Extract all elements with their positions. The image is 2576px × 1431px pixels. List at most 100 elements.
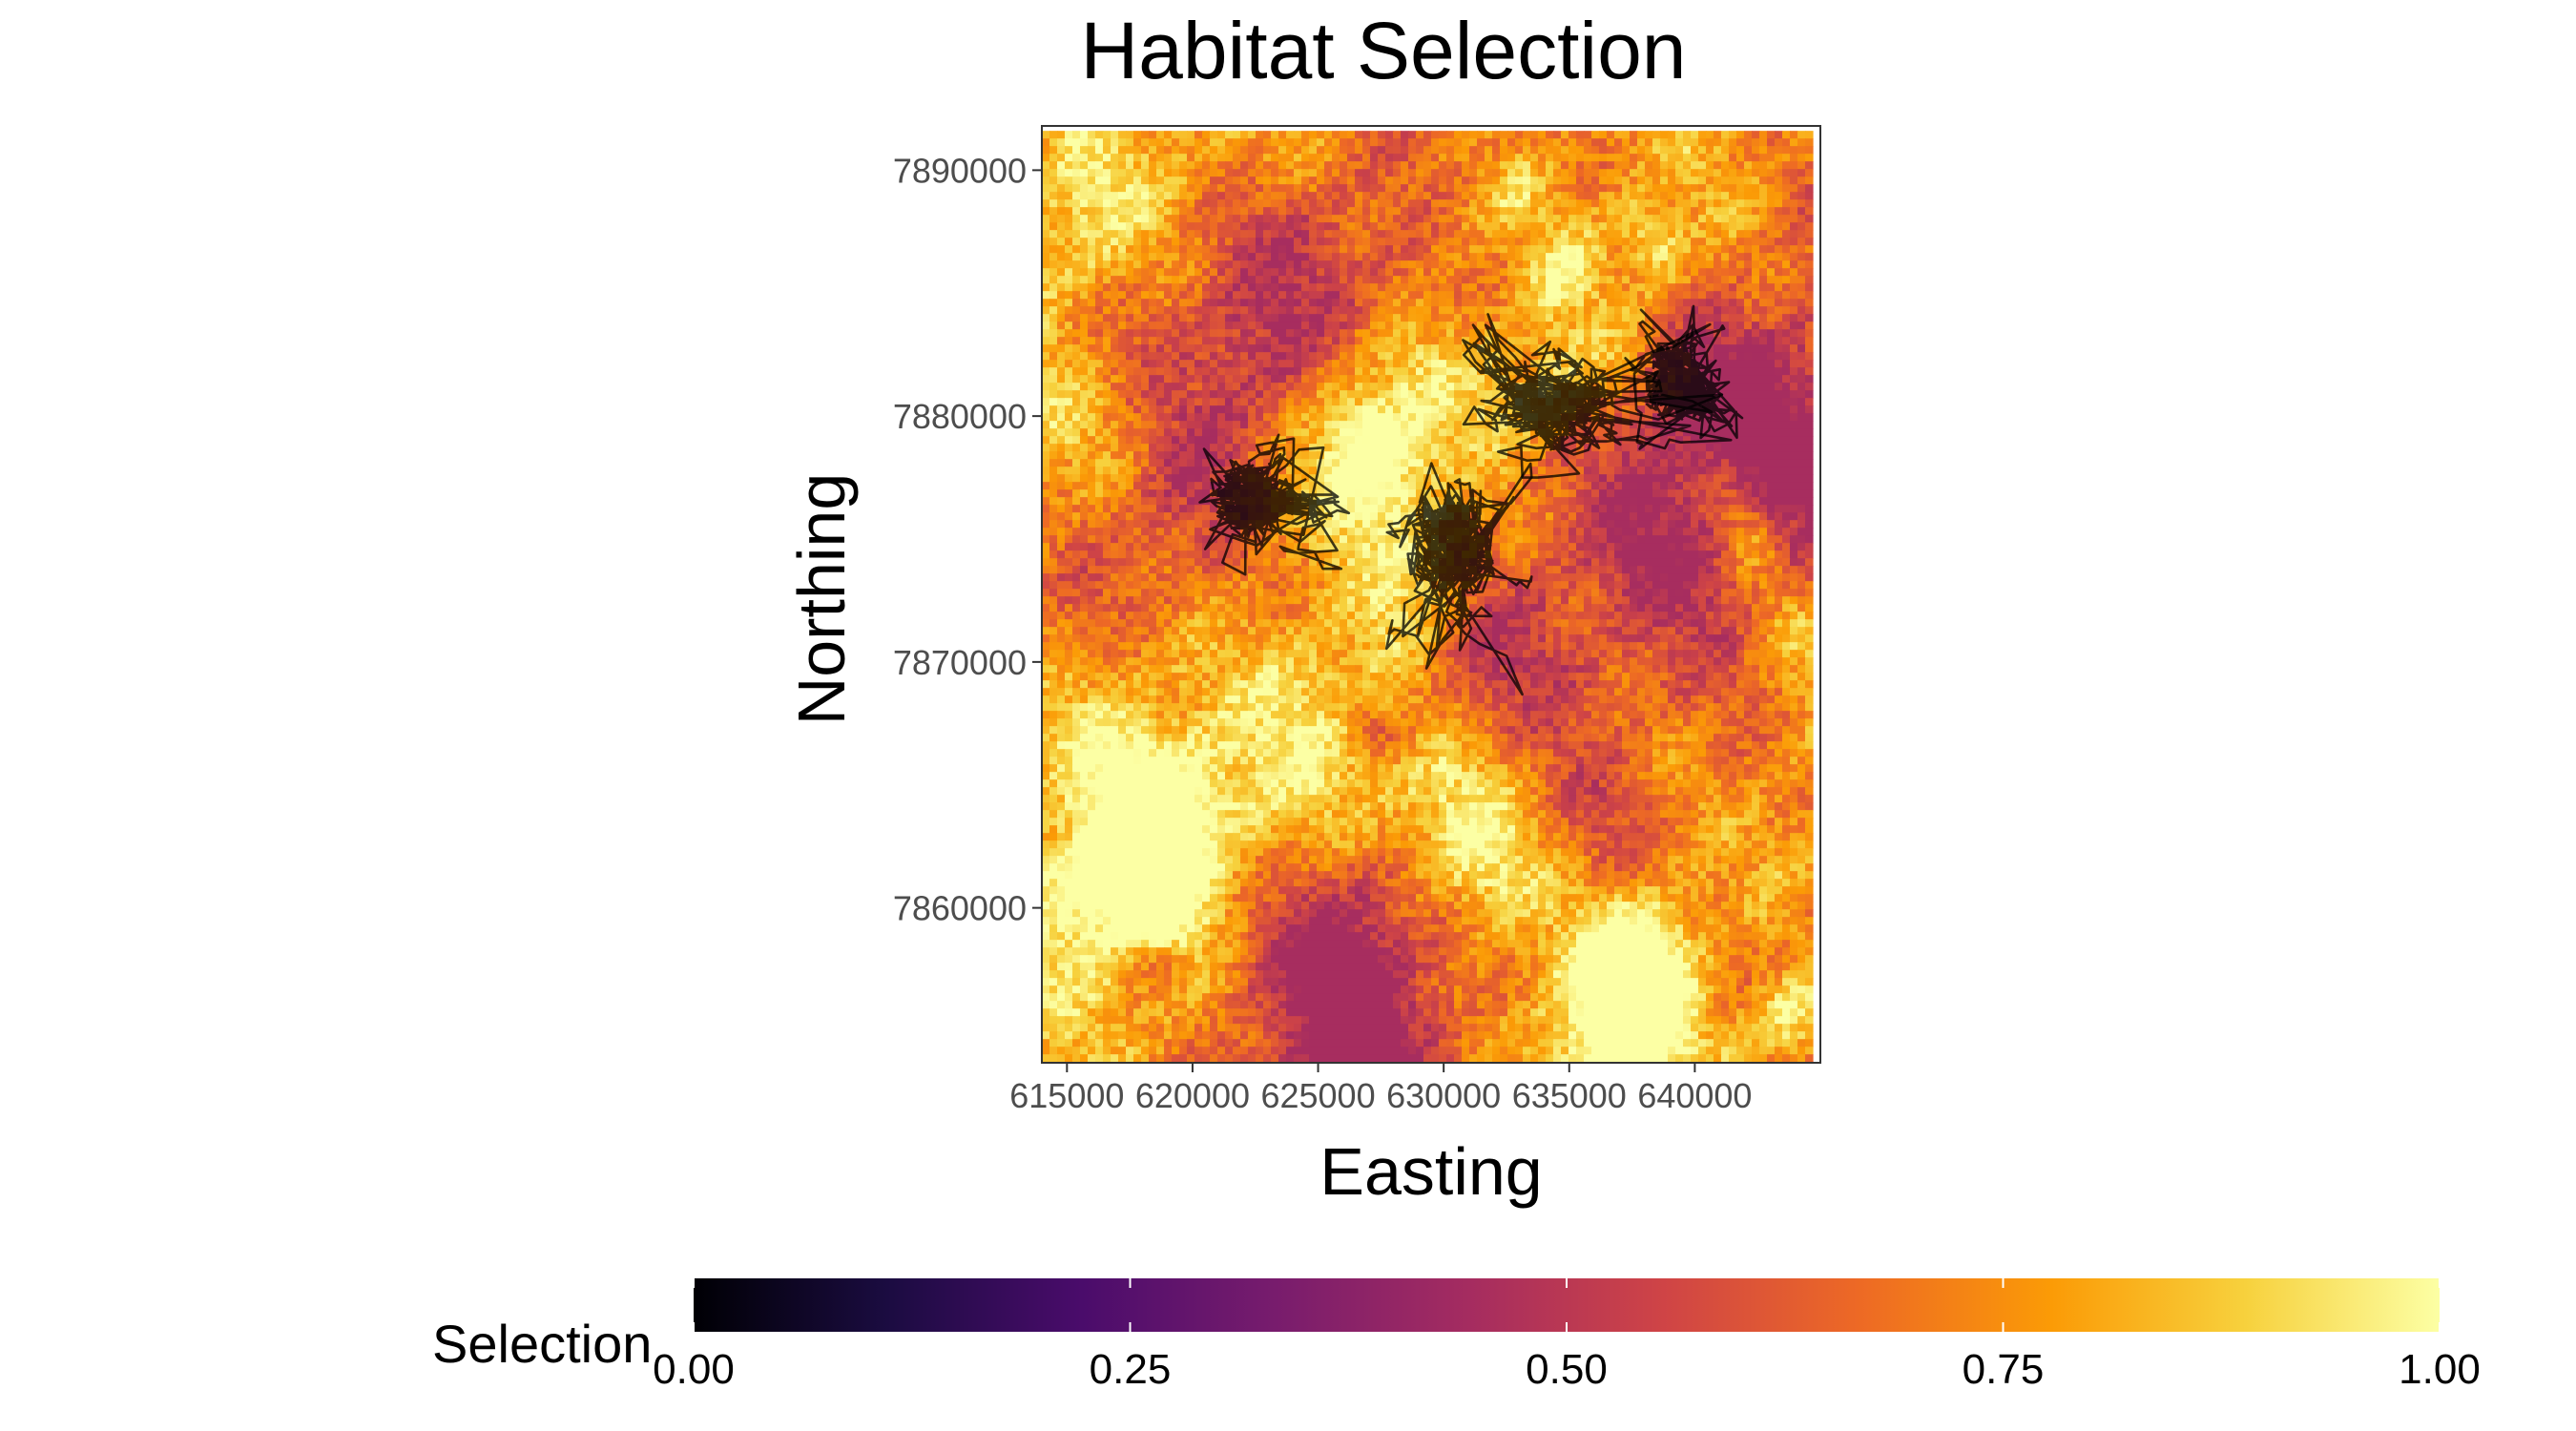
raster-cell xyxy=(1278,306,1287,315)
raster-cell xyxy=(1477,482,1485,490)
raster-cell xyxy=(1500,467,1508,475)
raster-cell xyxy=(1782,138,1791,147)
raster-cell xyxy=(1271,222,1279,231)
raster-cell xyxy=(1584,421,1592,429)
raster-cell xyxy=(1248,344,1257,353)
raster-cell xyxy=(1149,207,1157,216)
raster-cell xyxy=(1652,467,1661,475)
raster-cell xyxy=(1088,131,1096,139)
raster-cell xyxy=(1164,138,1173,147)
raster-cell xyxy=(1133,260,1142,269)
raster-cell xyxy=(1630,260,1638,269)
raster-cell xyxy=(1614,451,1623,460)
raster-cell xyxy=(1485,474,1493,483)
raster-cell xyxy=(1607,337,1615,345)
raster-cell xyxy=(1782,253,1791,261)
raster-cell xyxy=(1347,154,1356,162)
raster-cell xyxy=(1172,474,1180,483)
raster-cell xyxy=(1401,329,1409,338)
raster-cell xyxy=(1263,383,1272,391)
raster-cell xyxy=(1263,405,1272,414)
raster-cell xyxy=(1767,215,1776,223)
raster-cell xyxy=(1256,192,1264,200)
raster-cell xyxy=(1706,306,1714,315)
raster-cell xyxy=(1301,405,1310,414)
raster-cell xyxy=(1759,306,1768,315)
raster-cell xyxy=(1049,329,1058,338)
raster-cell xyxy=(1736,169,1745,177)
raster-cell xyxy=(1332,306,1340,315)
raster-cell xyxy=(1744,375,1753,384)
raster-cell xyxy=(1439,321,1447,330)
raster-cell xyxy=(1706,230,1714,238)
raster-cell xyxy=(1584,169,1592,177)
raster-cell xyxy=(1072,230,1081,238)
raster-cell xyxy=(1042,260,1050,269)
raster-cell xyxy=(1355,314,1363,322)
raster-cell xyxy=(1515,161,1524,170)
raster-cell xyxy=(1195,405,1203,414)
raster-cell xyxy=(1439,253,1447,261)
raster-cell xyxy=(1744,176,1753,185)
raster-cell xyxy=(1378,314,1386,322)
raster-cell xyxy=(1591,184,1600,193)
raster-cell xyxy=(1393,489,1402,498)
raster-cell xyxy=(1500,146,1508,155)
raster-cell xyxy=(1103,131,1111,139)
raster-cell xyxy=(1080,459,1089,467)
raster-cell xyxy=(1248,321,1257,330)
raster-cell xyxy=(1523,329,1531,338)
raster-cell xyxy=(1080,260,1089,269)
raster-cell xyxy=(1652,459,1661,467)
raster-cell xyxy=(1240,192,1249,200)
raster-cell xyxy=(1072,245,1081,254)
raster-cell xyxy=(1630,184,1638,193)
raster-cell xyxy=(1370,467,1379,475)
raster-cell xyxy=(1126,192,1134,200)
raster-cell xyxy=(1355,276,1363,284)
raster-cell xyxy=(1439,291,1447,300)
raster-cell xyxy=(1714,444,1722,452)
raster-cell xyxy=(1546,215,1554,223)
raster-cell xyxy=(1301,329,1310,338)
raster-cell xyxy=(1706,299,1714,307)
raster-cell xyxy=(1370,474,1379,483)
raster-cell xyxy=(1187,260,1195,269)
raster-cell xyxy=(1622,344,1631,353)
raster-cell xyxy=(1042,199,1050,208)
raster-cell xyxy=(1111,230,1119,238)
raster-cell xyxy=(1530,161,1539,170)
raster-cell xyxy=(1607,276,1615,284)
raster-cell xyxy=(1431,184,1440,193)
raster-cell xyxy=(1790,398,1798,406)
raster-cell xyxy=(1683,207,1692,216)
raster-cell xyxy=(1217,215,1226,223)
raster-cell xyxy=(1065,306,1073,315)
raster-cell xyxy=(1607,260,1615,269)
raster-cell xyxy=(1370,321,1379,330)
raster-cell xyxy=(1584,344,1592,353)
raster-cell xyxy=(1462,230,1470,238)
raster-cell xyxy=(1202,489,1211,498)
raster-cell xyxy=(1568,199,1577,208)
raster-cell xyxy=(1240,161,1249,170)
raster-cell xyxy=(1385,154,1394,162)
raster-cell xyxy=(1561,314,1569,322)
raster-cell xyxy=(1210,253,1218,261)
raster-cell xyxy=(1095,444,1104,452)
raster-cell xyxy=(1278,184,1287,193)
raster-cell xyxy=(1553,314,1562,322)
raster-cell xyxy=(1507,459,1516,467)
raster-cell xyxy=(1217,161,1226,170)
raster-cell xyxy=(1729,398,1737,406)
raster-cell xyxy=(1378,230,1386,238)
raster-cell xyxy=(1271,405,1279,414)
raster-cell xyxy=(1332,321,1340,330)
raster-cell xyxy=(1057,467,1066,475)
raster-cell xyxy=(1507,436,1516,445)
raster-cell xyxy=(1790,306,1798,315)
raster-cell xyxy=(1477,146,1485,155)
raster-cell xyxy=(1370,184,1379,193)
raster-cell xyxy=(1195,154,1203,162)
raster-cell xyxy=(1378,268,1386,277)
